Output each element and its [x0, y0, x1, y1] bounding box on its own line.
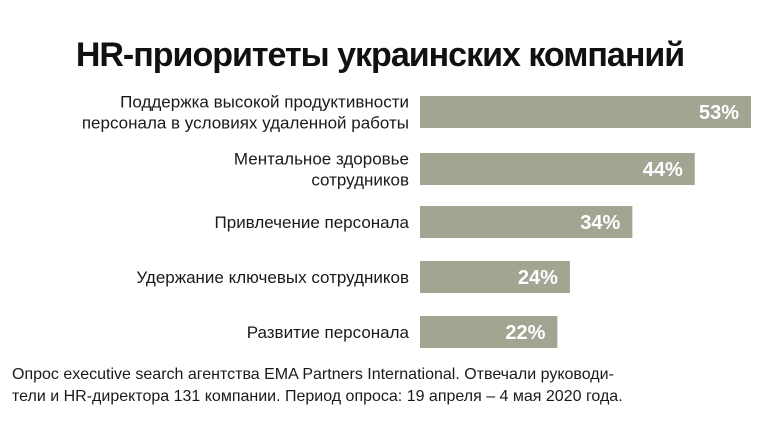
bar-1 — [420, 96, 751, 128]
bar-value-label-4: 24% — [518, 267, 558, 289]
category-label-5-line-1: Развитие персонала — [247, 323, 410, 342]
category-label-4-line-1: Удержание ключевых сотрудников — [136, 268, 409, 287]
bar-value-label-3: 34% — [580, 212, 620, 234]
chart-title: HR-приоритеты украинских компаний — [76, 36, 684, 74]
bars-layer: 53% Поддержка высокой продуктивности персо… — [82, 93, 751, 348]
bar-value-label-1: 53% — [699, 102, 739, 124]
bar-2 — [420, 153, 695, 185]
category-label-1-line-2: персонала в условиях удаленной работы — [82, 114, 409, 133]
survey-note: Опрос executive search агентства EMA Par… — [12, 364, 754, 408]
category-label-2-line-2: сотрудников — [311, 171, 409, 190]
category-label-2-line-1: Ментальное здоровье — [234, 150, 409, 169]
category-label-1-line-1: Поддержка высокой продуктивности — [120, 93, 409, 112]
survey-note-line-1: Опрос executive search агентства EMA Par… — [12, 366, 614, 383]
category-label-3-line-1: Привлечение персонала — [215, 213, 410, 232]
bar-value-label-2: 44% — [643, 159, 683, 181]
bar-5 — [420, 316, 558, 348]
bar-value-label-5: 22% — [505, 322, 545, 344]
bar-4 — [420, 261, 570, 293]
survey-note-line-2: тели и HR-директора 131 компании. Период… — [12, 388, 623, 405]
bar-3 — [420, 206, 633, 238]
